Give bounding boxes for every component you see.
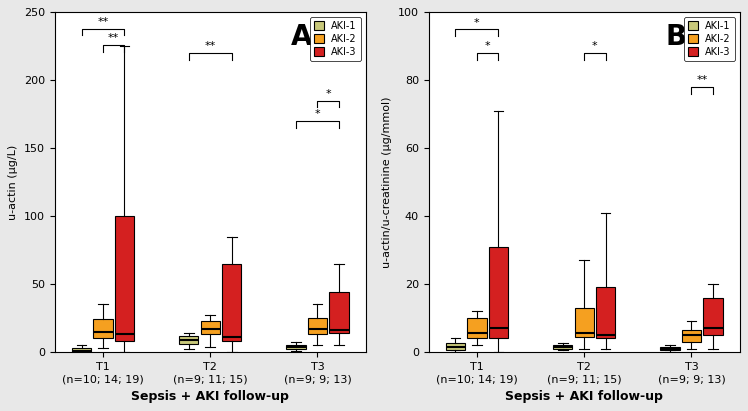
Text: A: A [291, 23, 313, 51]
Text: *: * [592, 42, 598, 51]
PathPatch shape [596, 287, 616, 338]
Text: *: * [485, 42, 491, 51]
PathPatch shape [286, 345, 306, 349]
PathPatch shape [200, 321, 220, 334]
Y-axis label: u-actin (μg/L): u-actin (μg/L) [8, 145, 19, 220]
PathPatch shape [94, 319, 113, 338]
PathPatch shape [488, 247, 508, 338]
PathPatch shape [329, 292, 349, 333]
PathPatch shape [446, 344, 465, 350]
PathPatch shape [703, 298, 723, 335]
Text: **: ** [108, 33, 120, 43]
Text: **: ** [696, 75, 708, 85]
PathPatch shape [468, 318, 487, 338]
X-axis label: Sepsis + AKI follow-up: Sepsis + AKI follow-up [505, 390, 663, 403]
Text: B: B [665, 23, 686, 51]
PathPatch shape [681, 330, 701, 342]
PathPatch shape [660, 347, 680, 350]
PathPatch shape [179, 336, 198, 344]
Legend: AKI-1, AKI-2, AKI-3: AKI-1, AKI-2, AKI-3 [310, 17, 361, 61]
Text: *: * [325, 89, 331, 99]
PathPatch shape [72, 348, 91, 352]
Text: **: ** [97, 17, 108, 27]
Legend: AKI-1, AKI-2, AKI-3: AKI-1, AKI-2, AKI-3 [684, 17, 735, 61]
PathPatch shape [574, 308, 594, 337]
X-axis label: Sepsis + AKI follow-up: Sepsis + AKI follow-up [132, 390, 289, 403]
Text: *: * [474, 18, 479, 28]
Text: **: ** [205, 42, 216, 51]
PathPatch shape [553, 345, 572, 349]
PathPatch shape [222, 264, 242, 341]
PathPatch shape [308, 318, 327, 334]
PathPatch shape [114, 216, 134, 341]
Y-axis label: u-actin/u-creatinine (μg/mmol): u-actin/u-creatinine (μg/mmol) [382, 97, 393, 268]
Text: *: * [315, 109, 320, 119]
